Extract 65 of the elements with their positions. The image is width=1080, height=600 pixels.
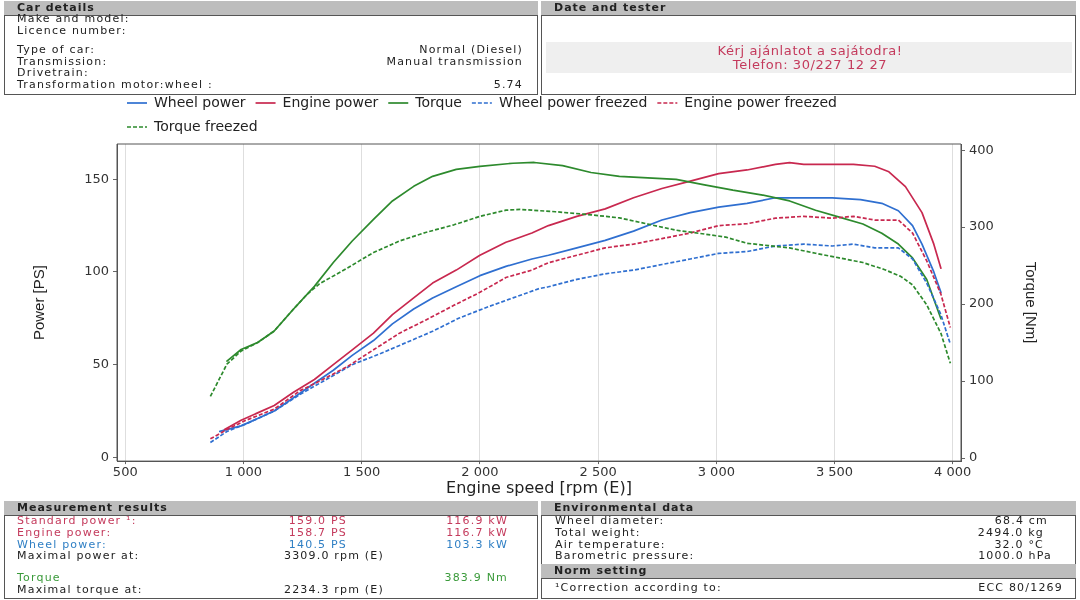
text: 1000.0 hPa (978, 549, 1052, 562)
y2-axis-title: Torque [Nm] (1022, 261, 1040, 344)
text: Telefon: 30/227 12 27 (732, 57, 888, 72)
text: Environmental data (554, 501, 695, 514)
y2-tick-label: 300 (969, 218, 994, 234)
y-tick-label: 0 (100, 448, 109, 464)
text: 2234.3 rpm (E) (283, 583, 384, 596)
text: Air temperature: (555, 538, 666, 551)
text: 116.9 kW (446, 514, 508, 527)
text: 383.9 Nm (444, 571, 508, 584)
x-tick-label: 2 500 (579, 463, 617, 479)
y-axis-title: Power [PS] (30, 265, 48, 341)
legend-label: Wheel power freezed (498, 93, 648, 110)
text: ¹Correction according to: (555, 581, 722, 594)
x-tick-label: 3 500 (815, 463, 854, 479)
y2-tick-label: 200 (969, 295, 994, 311)
legend-label: Torque freezed (153, 117, 258, 134)
text: Maximal torque at: (17, 583, 143, 596)
x-tick-label: 2 000 (461, 463, 499, 479)
text: 5.74 (493, 78, 523, 91)
text: Make and model: (17, 12, 130, 25)
text: Wheel diameter: (555, 514, 665, 527)
text: Manual transmission (386, 55, 523, 68)
text: Transmission: (17, 55, 108, 68)
text: Car details (17, 1, 95, 14)
text: 32.0 °C (994, 538, 1044, 551)
y2-tick-label: 400 (969, 141, 994, 157)
text: Norm setting (554, 564, 648, 577)
text: Torque (17, 571, 61, 584)
text: Drivetrain: (17, 66, 89, 79)
legend-label: Engine power (282, 93, 379, 110)
text: Measurement results (17, 501, 168, 514)
y-tick-label: 100 (84, 263, 109, 279)
legend-label: Engine power freezed (684, 93, 837, 110)
x-tick-label: 1 500 (343, 463, 381, 479)
text: Licence number: (17, 24, 127, 37)
x-tick-label: 500 (112, 463, 138, 479)
text: Normal (Diesel) (419, 43, 523, 56)
text: 103.3 kW (446, 538, 508, 551)
text: Engine power: (17, 526, 112, 539)
text: Wheel power: (17, 538, 107, 551)
text: 68.4 cm (994, 514, 1048, 527)
text: 140.5 PS (288, 538, 347, 551)
text: 116.7 kW (446, 526, 508, 539)
y2-tick-label: 0 (969, 449, 978, 465)
text: 3309.0 rpm (E) (283, 549, 384, 562)
y-tick-label: 50 (92, 356, 109, 372)
text: Date and tester (554, 1, 667, 14)
x-tick-label: 1 000 (224, 463, 263, 479)
legend-label: Torque (414, 93, 462, 110)
y-tick-label: 150 (84, 170, 109, 186)
text: Standard power ¹: (17, 514, 137, 527)
x-tick-label: 3 000 (697, 463, 735, 479)
y2-tick-label: 100 (969, 372, 994, 388)
text: 159.0 PS (288, 514, 347, 527)
text: Type of car: (17, 43, 96, 56)
text: Transformation motor:wheel : (17, 78, 213, 91)
text: 2494.0 kg (977, 526, 1044, 539)
x-tick-label: 4 000 (934, 463, 972, 479)
text: ECC 80/1269 (978, 581, 1063, 594)
legend-label: Wheel power (154, 93, 246, 110)
text: 158.7 PS (288, 526, 347, 539)
text: Total weight: (555, 526, 641, 539)
x-axis-title: Engine speed [rpm (E)] (446, 478, 632, 498)
text: Kérj ajánlatot a sajátodra! (717, 43, 903, 58)
